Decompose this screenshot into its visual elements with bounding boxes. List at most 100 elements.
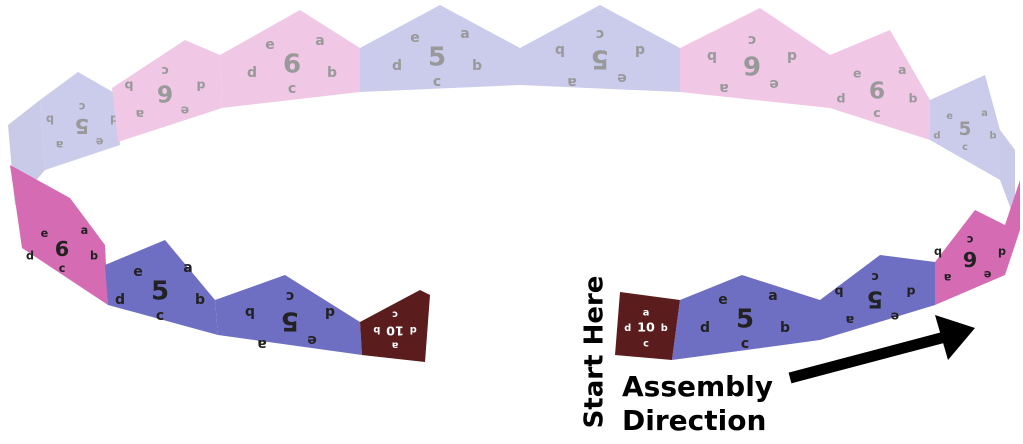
panel-letter: e bbox=[133, 264, 143, 280]
panel-letter: b bbox=[834, 284, 843, 299]
panel-letter: e bbox=[983, 268, 991, 281]
direction-label: Assembly bbox=[622, 370, 773, 403]
panel-labels: 5ab c de bbox=[392, 26, 482, 90]
panel-shape bbox=[10, 165, 108, 305]
panel-letter: c bbox=[288, 81, 296, 97]
panel-letter: e bbox=[41, 227, 49, 240]
panel-letter: b bbox=[934, 246, 942, 259]
panel-shape bbox=[672, 275, 820, 360]
panel-labels: 5ab c de bbox=[834, 270, 915, 328]
panel-number: 5 bbox=[151, 277, 169, 307]
panel-letter: d bbox=[325, 304, 335, 320]
panel-letter: e bbox=[718, 292, 728, 308]
panel-letter: c bbox=[156, 308, 164, 324]
panel-shape bbox=[680, 8, 830, 108]
panel-shape bbox=[820, 255, 935, 340]
panel-shape bbox=[112, 40, 222, 142]
panel-letter: d bbox=[906, 284, 915, 299]
panel-letter: e bbox=[891, 310, 900, 325]
panel-letter: a bbox=[136, 107, 145, 122]
panel-letter: c bbox=[59, 262, 66, 275]
panel-letter: c bbox=[873, 105, 880, 120]
panel-letter: a bbox=[315, 33, 324, 49]
panel-number: 6 bbox=[55, 237, 69, 261]
panel-letter: d bbox=[115, 292, 125, 308]
panel-letter: a bbox=[257, 336, 266, 352]
panel-number: 5 bbox=[75, 114, 89, 138]
panel-labels: 5ab c de bbox=[700, 288, 790, 352]
panel-number: 5 bbox=[959, 119, 972, 140]
panel-letter: d bbox=[410, 324, 417, 335]
panel-letter: d bbox=[196, 78, 205, 93]
panel-shape bbox=[40, 72, 120, 170]
panel-labels: 6ab c de bbox=[247, 33, 337, 97]
panel-letter: b bbox=[327, 65, 337, 81]
panel-letter: c bbox=[392, 309, 398, 320]
panel-labels: 6ab c de bbox=[26, 224, 98, 275]
panel-letter: a bbox=[81, 224, 89, 237]
panel-letter: a bbox=[719, 80, 728, 96]
panel-shape bbox=[830, 30, 930, 140]
panel-letter: a bbox=[898, 62, 907, 77]
panel-letter: d bbox=[624, 323, 631, 334]
panel-labels: 6ab c de bbox=[707, 32, 797, 96]
panel-letter: e bbox=[410, 30, 420, 46]
panel-letter: c bbox=[741, 336, 749, 352]
panel-shape bbox=[615, 292, 680, 360]
panel-labels: 6ab c de bbox=[836, 62, 917, 120]
panel-letter: d bbox=[933, 131, 940, 142]
panel-letter: d bbox=[26, 249, 34, 262]
panel-number: 5 bbox=[428, 43, 446, 73]
panel-letter: a bbox=[944, 271, 952, 284]
panel-number: 10 bbox=[386, 323, 404, 338]
panel-letter: b bbox=[661, 323, 668, 334]
panel-shape bbox=[220, 10, 360, 108]
panel-shape bbox=[105, 240, 218, 335]
panel-letter: e bbox=[307, 332, 317, 348]
panel-letter: b bbox=[90, 249, 98, 262]
panel-labels: 5ab c de bbox=[46, 100, 118, 151]
panel-letter: b bbox=[245, 304, 255, 320]
panel-labels: 6ab c de bbox=[124, 64, 205, 122]
panel-letter: a bbox=[56, 138, 64, 151]
direction-label: Direction bbox=[622, 404, 766, 437]
panel-letter: d bbox=[392, 58, 402, 74]
panel-labels: 10a b c d bbox=[373, 309, 416, 351]
panel-labels: 5ab c de bbox=[115, 260, 205, 324]
panel-letter: d bbox=[700, 320, 710, 336]
panel-letter: d bbox=[247, 65, 257, 81]
panel-letter: b bbox=[472, 58, 482, 74]
start-label: Start Here bbox=[580, 276, 610, 429]
panel-number: 5 bbox=[736, 305, 754, 335]
panel-labels: 6ab c de bbox=[934, 233, 1006, 284]
panel: 5ab c de bbox=[820, 255, 935, 340]
direction-arrow bbox=[788, 315, 975, 384]
panel-letter: c bbox=[871, 270, 878, 285]
panel-letter: e bbox=[617, 70, 627, 86]
panel-letter: c bbox=[161, 64, 168, 79]
panel-letter: a bbox=[643, 308, 650, 319]
panel-shape bbox=[520, 5, 680, 92]
panel-number: 5 bbox=[867, 286, 883, 314]
panel-letter: c bbox=[643, 338, 649, 349]
panel-number: 6 bbox=[869, 77, 885, 105]
panel-letter: e bbox=[265, 37, 275, 53]
panel-number: 5 bbox=[591, 44, 609, 74]
panel-letter: a bbox=[846, 313, 855, 328]
panel-letter: c bbox=[286, 288, 294, 304]
panel-letter: e bbox=[95, 135, 103, 148]
panel-letter: c bbox=[748, 32, 756, 48]
panel-letter: d bbox=[787, 48, 797, 64]
panel-letter: e bbox=[769, 76, 779, 92]
